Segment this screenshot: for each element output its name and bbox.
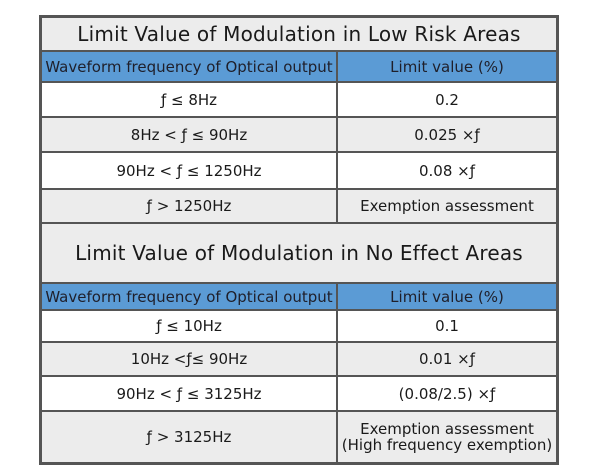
- limit-cell: 0.025 ×ƒ: [338, 118, 556, 151]
- modulation-limits-table: Limit Value of Modulation in Low Risk Ar…: [39, 15, 559, 465]
- frequency-cell: 8Hz < ƒ ≤ 90Hz: [42, 118, 336, 151]
- limit-cell: 0.08 ×ƒ: [338, 153, 556, 188]
- frequency-cell: ƒ > 1250Hz: [42, 190, 336, 222]
- header-limit: Limit value (%): [338, 284, 556, 309]
- limit-cell: Exemption assessment: [338, 190, 556, 222]
- table-row: 8Hz < ƒ ≤ 90Hz 0.025 ×ƒ: [42, 118, 556, 151]
- section-title-no-effect: Limit Value of Modulation in No Effect A…: [42, 224, 556, 282]
- header-frequency: Waveform frequency of Optical output: [42, 284, 336, 309]
- header-row: Waveform frequency of Optical output Lim…: [42, 284, 556, 309]
- header-frequency: Waveform frequency of Optical output: [42, 52, 336, 81]
- table-row: 10Hz <ƒ≤ 90Hz 0.01 ×ƒ: [42, 343, 556, 375]
- frequency-cell: 90Hz < ƒ ≤ 1250Hz: [42, 153, 336, 188]
- limit-cell: 0.2: [338, 83, 556, 116]
- table-row: 90Hz < ƒ ≤ 1250Hz 0.08 ×ƒ: [42, 153, 556, 188]
- table-row: 90Hz < ƒ ≤ 3125Hz (0.08/2.5) ×ƒ: [42, 377, 556, 410]
- frequency-cell: 90Hz < ƒ ≤ 3125Hz: [42, 377, 336, 410]
- limit-cell: (0.08/2.5) ×ƒ: [338, 377, 556, 410]
- header-row: Waveform frequency of Optical output Lim…: [42, 52, 556, 81]
- table-row: ƒ ≤ 10Hz 0.1: [42, 311, 556, 341]
- header-limit: Limit value (%): [338, 52, 556, 81]
- limit-cell: 0.1: [338, 311, 556, 341]
- frequency-cell: 10Hz <ƒ≤ 90Hz: [42, 343, 336, 375]
- frequency-cell: ƒ ≤ 8Hz: [42, 83, 336, 116]
- section-title: Limit Value of Modulation in Low Risk Ar…: [77, 22, 521, 46]
- table-row: ƒ ≤ 8Hz 0.2: [42, 83, 556, 116]
- table-row: ƒ > 1250Hz Exemption assessment: [42, 190, 556, 222]
- section-title-low-risk: Limit Value of Modulation in Low Risk Ar…: [42, 18, 556, 50]
- section-title: Limit Value of Modulation in No Effect A…: [75, 241, 523, 265]
- table-row: ƒ > 3125Hz Exemption assessment (High fr…: [42, 412, 556, 462]
- limit-cell: Exemption assessment (High frequency exe…: [338, 412, 556, 462]
- frequency-cell: ƒ > 3125Hz: [42, 412, 336, 462]
- frequency-cell: ƒ ≤ 10Hz: [42, 311, 336, 341]
- limit-cell: 0.01 ×ƒ: [338, 343, 556, 375]
